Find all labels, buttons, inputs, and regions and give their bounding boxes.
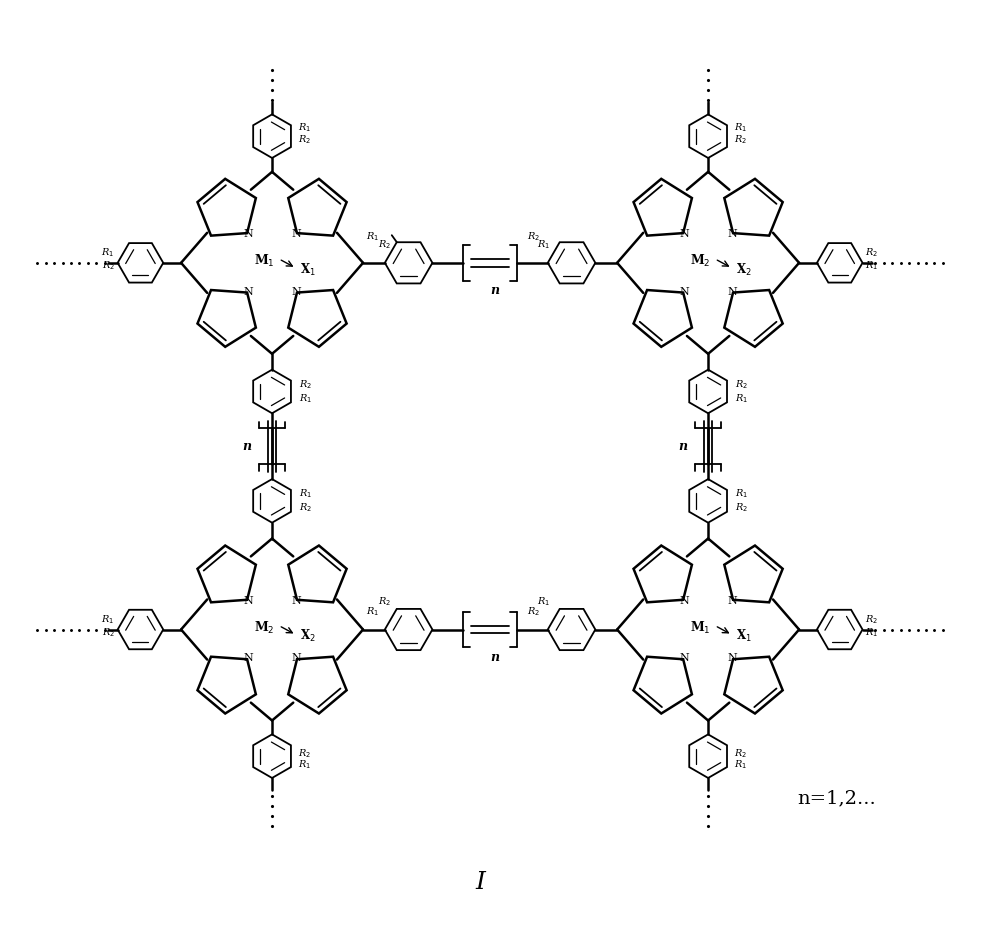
Text: R$_1$: R$_1$ — [537, 595, 550, 608]
Text: R$_2$: R$_2$ — [735, 502, 748, 514]
Text: n=1,2...: n=1,2... — [798, 789, 876, 807]
Text: n: n — [490, 284, 500, 297]
Text: R$_2$: R$_2$ — [527, 231, 540, 244]
Text: N: N — [679, 229, 689, 239]
Text: I: I — [475, 870, 485, 894]
Text: R$_1$: R$_1$ — [298, 759, 311, 772]
Text: N: N — [727, 287, 737, 297]
Text: n: n — [679, 439, 688, 452]
Text: R$_2$: R$_2$ — [299, 378, 312, 391]
Text: X$_1$: X$_1$ — [736, 628, 752, 644]
Text: R$_1$: R$_1$ — [865, 626, 879, 639]
Text: M$_2$: M$_2$ — [254, 619, 274, 636]
Text: N: N — [679, 596, 689, 606]
Text: N: N — [679, 654, 689, 663]
Text: R$_2$: R$_2$ — [299, 502, 312, 514]
Text: R$_2$: R$_2$ — [734, 133, 747, 145]
Text: N: N — [291, 287, 301, 297]
Text: R$_1$: R$_1$ — [734, 759, 747, 772]
Text: N: N — [291, 596, 301, 606]
Text: R$_2$: R$_2$ — [378, 238, 391, 251]
Text: M$_1$: M$_1$ — [690, 619, 710, 636]
Text: N: N — [243, 229, 253, 239]
Text: R$_1$: R$_1$ — [101, 614, 115, 626]
Text: R$_1$: R$_1$ — [734, 121, 747, 134]
Text: R$_1$: R$_1$ — [735, 392, 748, 405]
Text: R$_2$: R$_2$ — [527, 605, 540, 618]
Text: N: N — [291, 229, 301, 239]
Text: N: N — [243, 287, 253, 297]
Text: R$_2$: R$_2$ — [734, 747, 747, 760]
Text: R$_1$: R$_1$ — [537, 238, 550, 251]
Text: R$_2$: R$_2$ — [102, 626, 115, 639]
Text: R$_2$: R$_2$ — [735, 378, 748, 391]
Text: X$_2$: X$_2$ — [300, 628, 316, 644]
Text: N: N — [679, 287, 689, 297]
Text: R$_1$: R$_1$ — [735, 488, 748, 500]
Text: R$_1$: R$_1$ — [299, 392, 312, 405]
Text: n: n — [243, 439, 252, 452]
Text: R$_1$: R$_1$ — [101, 247, 115, 260]
Text: R$_1$: R$_1$ — [865, 260, 879, 272]
Text: N: N — [243, 654, 253, 663]
Text: N: N — [291, 654, 301, 663]
Text: R$_1$: R$_1$ — [298, 121, 311, 134]
Text: N: N — [243, 596, 253, 606]
Text: M$_2$: M$_2$ — [690, 253, 710, 269]
Text: N: N — [727, 596, 737, 606]
Text: R$_1$: R$_1$ — [299, 488, 312, 500]
Text: X$_2$: X$_2$ — [736, 262, 752, 277]
Text: R$_2$: R$_2$ — [298, 133, 311, 145]
Text: R$_2$: R$_2$ — [865, 614, 879, 626]
Text: N: N — [727, 654, 737, 663]
Text: R$_2$: R$_2$ — [298, 747, 311, 760]
Text: M$_1$: M$_1$ — [254, 253, 274, 269]
Text: R$_2$: R$_2$ — [865, 247, 879, 260]
Text: R$_1$: R$_1$ — [366, 605, 379, 618]
Text: R$_1$: R$_1$ — [366, 231, 379, 244]
Text: N: N — [727, 229, 737, 239]
Text: n: n — [490, 651, 500, 664]
Text: R$_2$: R$_2$ — [378, 595, 391, 608]
Text: X$_1$: X$_1$ — [300, 262, 316, 277]
Text: R$_2$: R$_2$ — [102, 260, 115, 272]
